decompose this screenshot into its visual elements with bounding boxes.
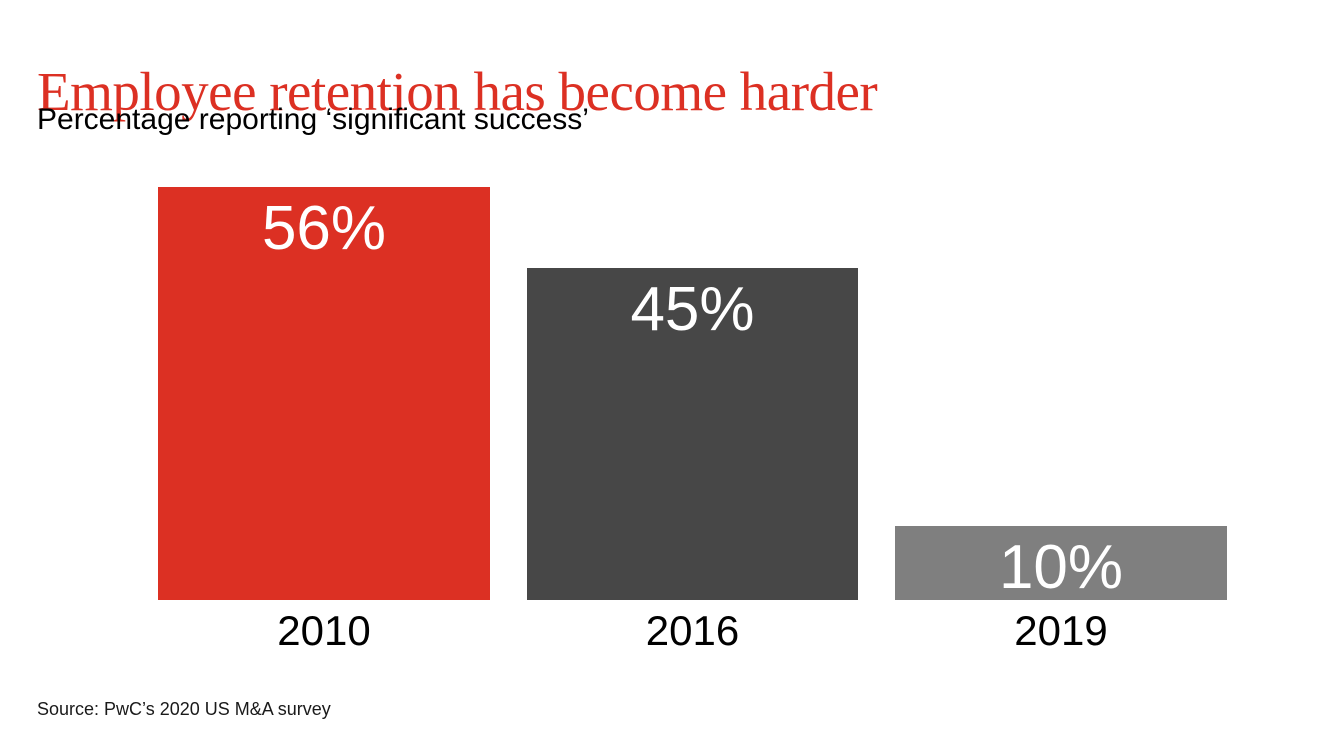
bar-2019: 10% [895,526,1227,600]
axis-label-2016: 2016 [645,607,740,654]
chart-title: Employee retention has become harder [37,60,878,122]
bar-2010: 56% [158,187,490,600]
chart-subtitle: Percentage reporting ‘significant succes… [37,103,589,136]
bar-value-label-2019: 10% [998,533,1124,602]
bar-2016: 45% [527,268,858,600]
bar-value-label-2016: 45% [630,275,755,344]
axis-label-2010: 2010 [277,607,371,654]
source-note: Source: PwC’s 2020 US M&A survey [37,699,331,719]
axis-label-2019: 2019 [1014,607,1108,654]
bar-value-label-2010: 56% [261,194,387,263]
